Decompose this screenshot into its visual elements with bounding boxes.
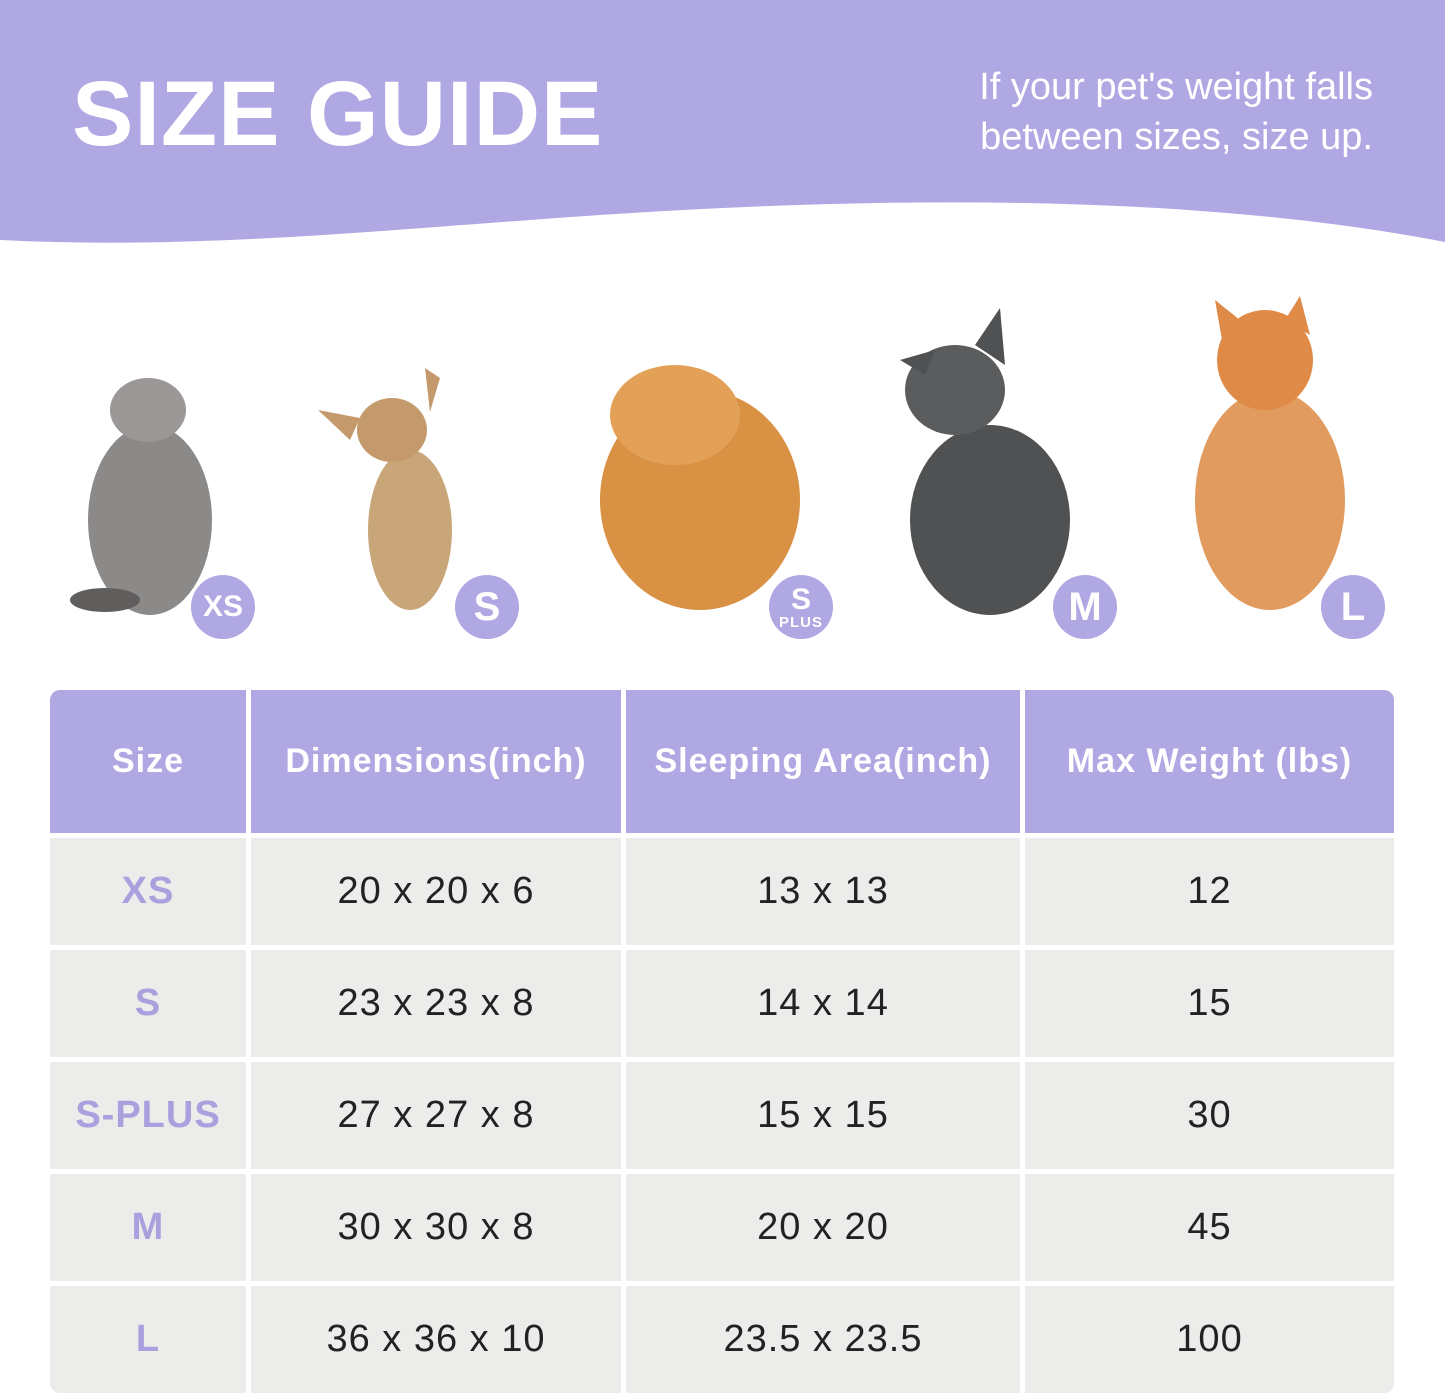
- cell-dimensions: 30 x 30 x 8: [251, 1174, 621, 1281]
- sizing-note-line: between sizes, size up.: [980, 116, 1373, 158]
- size-badge-l: L: [1321, 575, 1385, 639]
- cell-max-weight: 45: [1025, 1174, 1394, 1281]
- sizing-note-line: If your pet's weight falls: [979, 66, 1373, 108]
- badge-label: XS: [202, 590, 244, 623]
- size-badge-xs: XS: [191, 575, 255, 639]
- cell-size: M: [50, 1174, 246, 1281]
- size-badge-s: S: [455, 575, 519, 639]
- size-badge-s-plus: S PLUS: [769, 575, 833, 639]
- cell-max-weight: 12: [1025, 838, 1394, 945]
- header-banner: [0, 0, 1445, 243]
- size-table: Size Dimensions(inch) Sleeping Area(inch…: [50, 690, 1394, 1393]
- cell-size: S: [50, 950, 246, 1057]
- badge-label: S: [790, 582, 811, 616]
- cell-max-weight: 100: [1025, 1286, 1394, 1393]
- pet-images: [70, 296, 1345, 615]
- page-title: SIZE GUIDE: [72, 63, 604, 165]
- header-sleeping-area: Sleeping Area(inch): [626, 690, 1020, 833]
- cell-size: XS: [50, 838, 246, 945]
- shiba-inu-image: [1195, 296, 1345, 610]
- pomeranian-image: [600, 365, 800, 610]
- cell-sleeping-area: 15 x 15: [626, 1062, 1020, 1169]
- cat-image: [70, 378, 212, 615]
- cell-sleeping-area: 14 x 14: [626, 950, 1020, 1057]
- header-max-weight: Max Weight (lbs): [1025, 690, 1394, 833]
- cell-dimensions: 36 x 36 x 10: [251, 1286, 621, 1393]
- badge-label: M: [1068, 585, 1102, 629]
- cell-sleeping-area: 23.5 x 23.5: [626, 1286, 1020, 1393]
- badge-label: L: [1340, 585, 1366, 629]
- cell-sleeping-area: 20 x 20: [626, 1174, 1020, 1281]
- cell-max-weight: 30: [1025, 1062, 1394, 1169]
- cell-dimensions: 27 x 27 x 8: [251, 1062, 621, 1169]
- cell-dimensions: 23 x 23 x 8: [251, 950, 621, 1057]
- size-badge-m: M: [1053, 575, 1117, 639]
- french-bulldog-image: [900, 308, 1070, 615]
- cell-size: L: [50, 1286, 246, 1393]
- cell-max-weight: 15: [1025, 950, 1394, 1057]
- badge-label: S: [473, 585, 501, 629]
- cell-sleeping-area: 13 x 13: [626, 838, 1020, 945]
- header-dimensions: Dimensions(inch): [251, 690, 621, 833]
- badge-sublabel: PLUS: [778, 613, 823, 631]
- cell-dimensions: 20 x 20 x 6: [251, 838, 621, 945]
- sizing-note: If your pet's weight falls between sizes…: [979, 62, 1373, 162]
- header-size: Size: [50, 690, 246, 833]
- cell-size: S-PLUS: [50, 1062, 246, 1169]
- chihuahua-image: [318, 368, 452, 610]
